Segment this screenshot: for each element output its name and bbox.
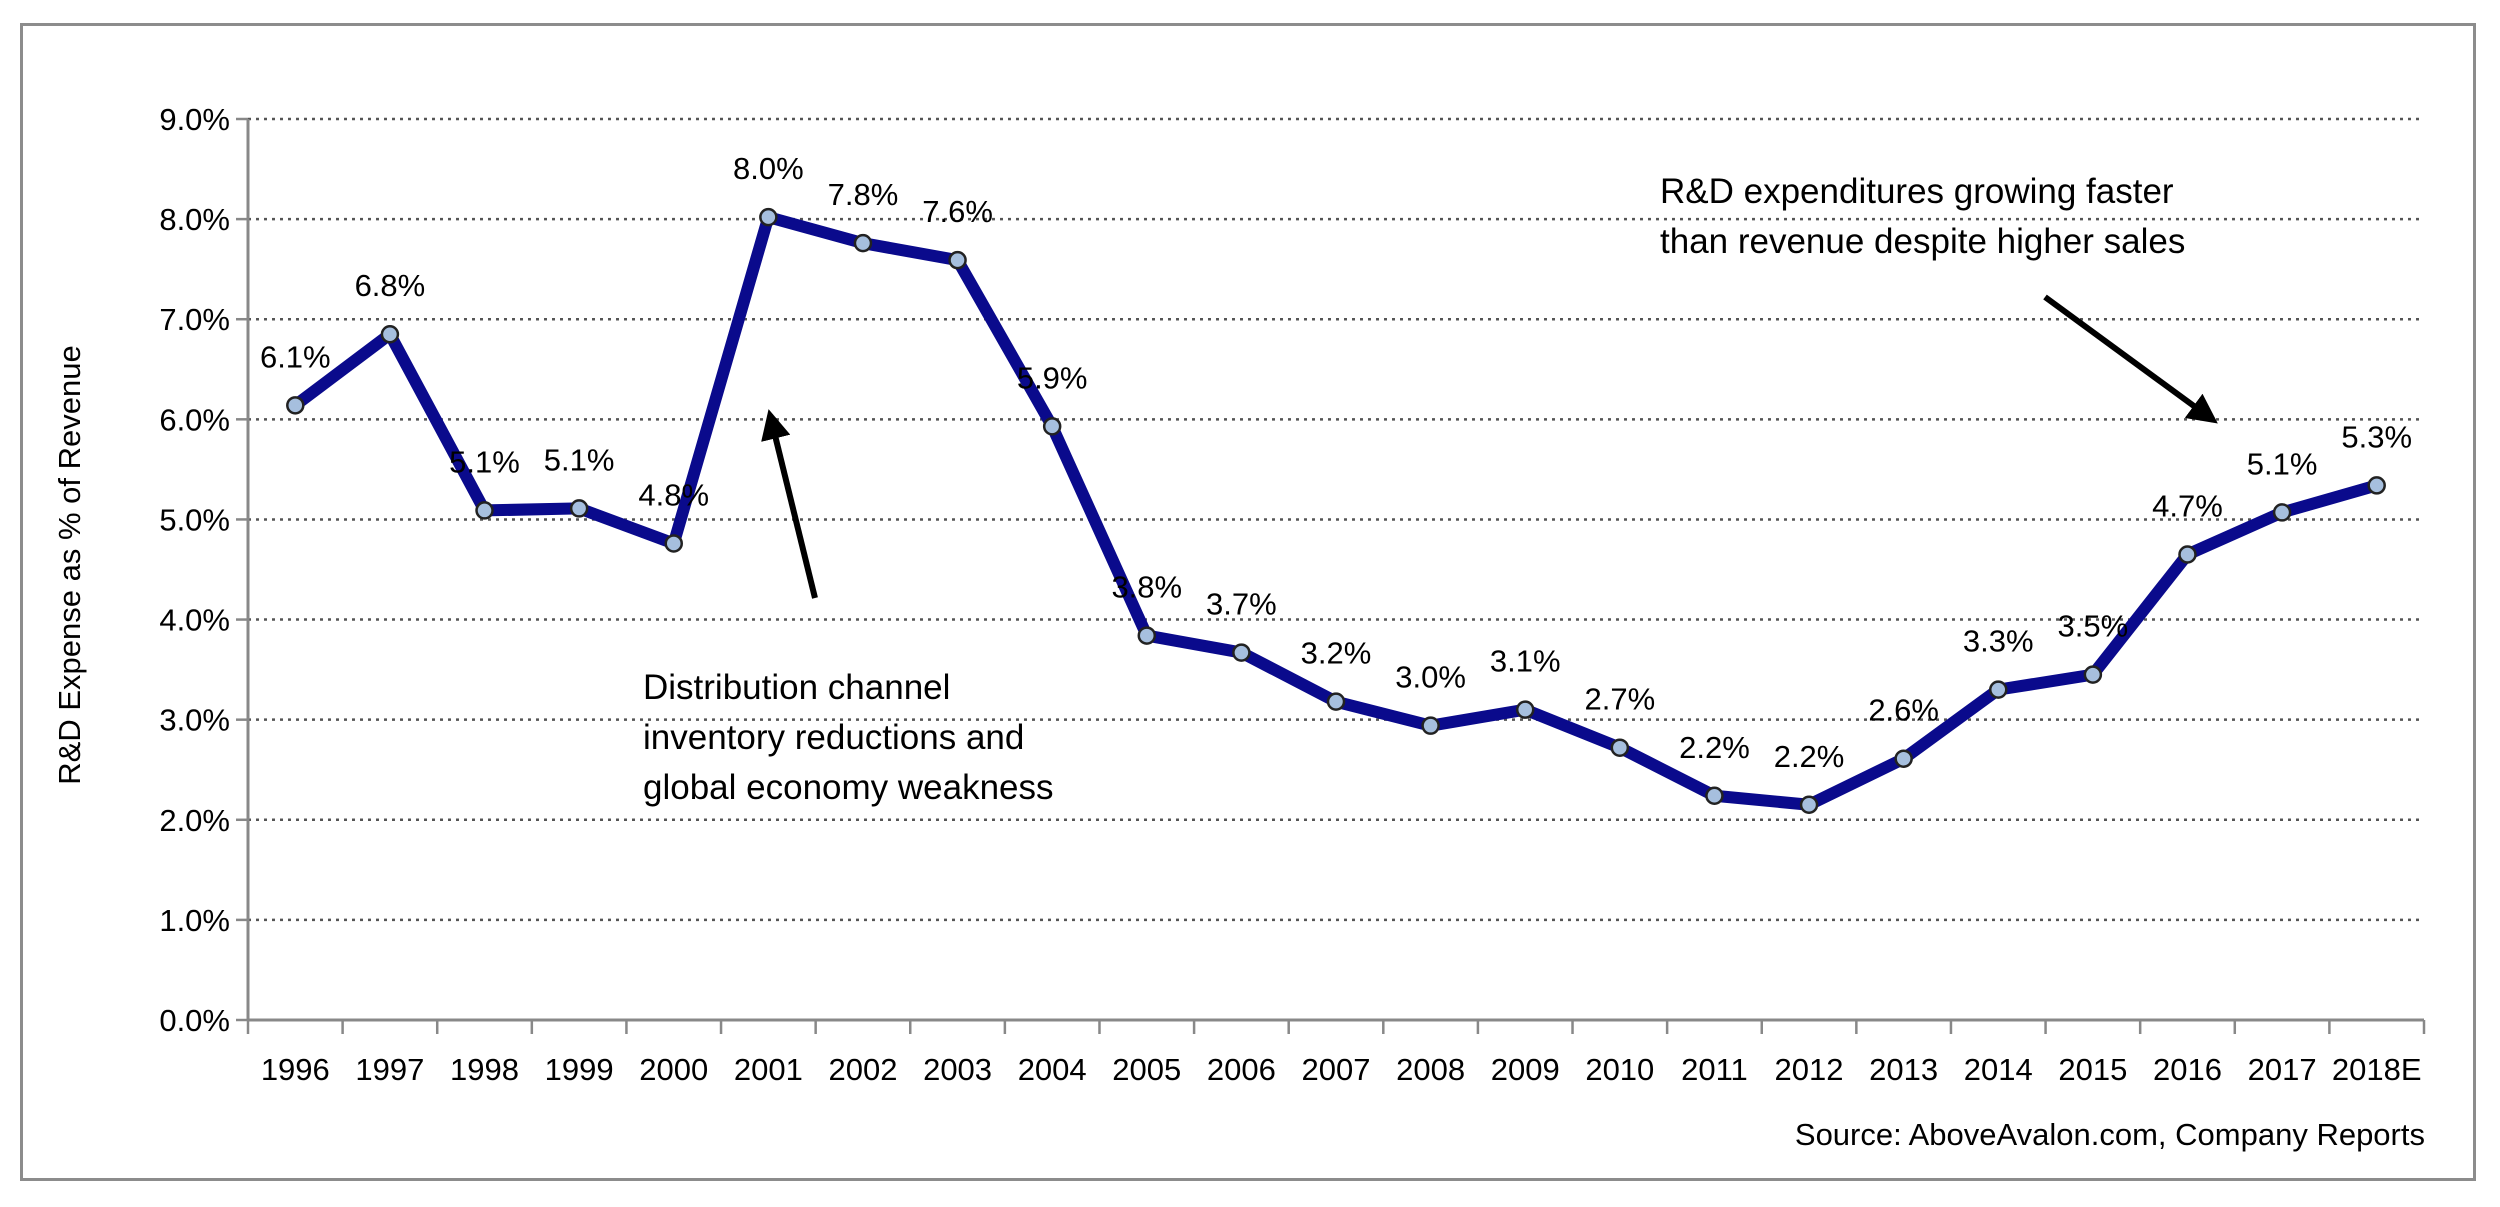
annotation-rd-growth-arrow [2043,294,2218,424]
data-point-2015 [2083,665,2103,684]
y-tick-label: 3.0% [159,703,230,738]
data-label-2016: 4.7% [2152,488,2223,523]
y-tick-label: 0.0% [159,1003,230,1038]
chart-frame [20,23,2476,1181]
data-point-2005 [1137,626,1157,645]
x-tick-label: 2011 [1681,1052,1748,1087]
data-point-1996 [286,396,305,415]
series-polyline [289,211,2383,811]
data-labels: 6.1% 6.8% 5.1% 5.1% 4.8% 8.0% 7.8% 7.6% 5.9% 3.8%… [260,151,2412,774]
data-label-2010: 2.7% [1584,682,1655,717]
y-tick-label: 4.0% [159,603,230,638]
data-label-2009: 3.1% [1490,644,1561,679]
data-label-2004: 5.9% [1017,360,1088,395]
data-label-2011: 2.2% [1679,730,1750,765]
x-tick-label: 2002 [828,1052,897,1087]
annotation-distribution-line-3: global economy weakness [643,768,1054,807]
x-tick-label: 2001 [734,1052,803,1087]
x-tick-label: 2014 [1964,1052,2033,1087]
y-tick-label: 8.0% [159,202,230,237]
series-line [286,207,2386,815]
x-tick-label: 2010 [1585,1052,1654,1087]
x-tick-label: 2013 [1869,1052,1938,1087]
annotation-distribution: Distribution channel inventory reduction… [643,409,1054,807]
data-label-2000: 4.8% [638,477,709,512]
data-point-2009 [1515,700,1535,719]
data-label-2005: 3.8% [1111,570,1182,605]
data-label-2013: 2.6% [1868,693,1939,728]
data-point-2017 [2272,503,2292,522]
x-tick-label: 2017 [2248,1052,2317,1087]
y-tick-label: 7.0% [159,302,230,337]
data-point-2011 [1705,786,1724,806]
x-tick-label: 2000 [639,1052,708,1087]
data-label-1997: 6.8% [355,268,426,303]
data-point-2013 [1894,749,1913,768]
data-label-1999: 5.1% [544,442,615,477]
data-point-2000 [664,534,683,553]
x-tick-label: 1998 [450,1052,519,1087]
y-tick-label: 6.0% [159,402,230,437]
data-label-1998: 5.1% [449,444,520,479]
annotation-rd-growth-line-2: than revenue despite higher sales [1660,222,2185,261]
y-tick-label: 2.0% [159,803,230,838]
x-tick-label: 2008 [1396,1052,1465,1087]
data-point-2018E [2367,476,2386,495]
x-tick-label: 2003 [923,1052,992,1087]
x-tick-label: 2016 [2153,1052,2222,1087]
y-tick-label: 1.0% [159,903,230,938]
annotation-rd-growth: R&D expenditures growing faster than rev… [1660,172,2218,424]
x-tick-label: 2004 [1018,1052,1087,1087]
x-tick-label: 1996 [261,1052,330,1087]
data-label-2001: 8.0% [733,151,804,186]
x-tick-label: 2009 [1491,1052,1560,1087]
data-point-2003 [948,250,967,270]
annotation-rd-growth-line-1: R&D expenditures growing faster [1660,172,2174,211]
data-point-2016 [2178,545,2197,564]
x-tick-label: 2006 [1207,1052,1276,1087]
data-label-2017: 5.1% [2247,446,2318,481]
data-point-2014 [1989,680,2008,699]
annotation-distribution-arrow [761,409,818,599]
data-point-2004 [1042,417,1062,436]
x-tick-label: 2018E [2332,1052,2422,1087]
data-label-2015: 3.5% [2058,609,2129,644]
x-tick-label: 2005 [1112,1052,1181,1087]
data-label-2008: 3.0% [1395,660,1466,695]
annotation-distribution-line-2: inventory reductions and [643,718,1024,757]
data-label-2002: 7.8% [828,177,899,212]
data-label-2014: 3.3% [1963,624,2034,659]
data-point-1999 [569,499,589,518]
x-tick-label: 2007 [1302,1052,1371,1087]
y-axis-title: R&D Expense as % of Revenue [52,345,87,784]
data-point-1998 [475,501,494,520]
data-point-2002 [853,233,873,253]
data-point-1997 [380,324,400,344]
data-point-2001 [759,207,778,227]
data-point-2010 [1610,738,1630,757]
data-point-2006 [1232,643,1251,662]
data-point-2008 [1421,716,1440,735]
axes: 0.0% 1.0% 2.0% 3.0% 4.0% 5.0% 6.0% 7.0% 8.0% 9.0%… [159,102,2426,1087]
data-label-2012: 2.2% [1774,739,1845,774]
annotation-distribution-line-1: Distribution channel [643,668,950,707]
data-label-1996: 6.1% [260,339,331,374]
data-label-2006: 3.7% [1206,587,1277,622]
data-label-2018E: 5.3% [2341,419,2412,454]
y-tick-label: 9.0% [159,102,230,137]
source-note: Source: AboveAvalon.com, Company Reports [1795,1117,2425,1152]
gridlines [248,117,2424,922]
data-label-2007: 3.2% [1301,636,1372,671]
x-tick-label: 1999 [545,1052,614,1087]
x-tick-label: 2012 [1775,1052,1844,1087]
x-tick-label: 1997 [355,1052,424,1087]
data-point-2012 [1799,795,1819,815]
data-label-2003: 7.6% [922,194,993,229]
y-tick-label: 5.0% [159,502,230,537]
data-point-2007 [1326,692,1346,711]
x-tick-label: 2015 [2058,1052,2127,1087]
